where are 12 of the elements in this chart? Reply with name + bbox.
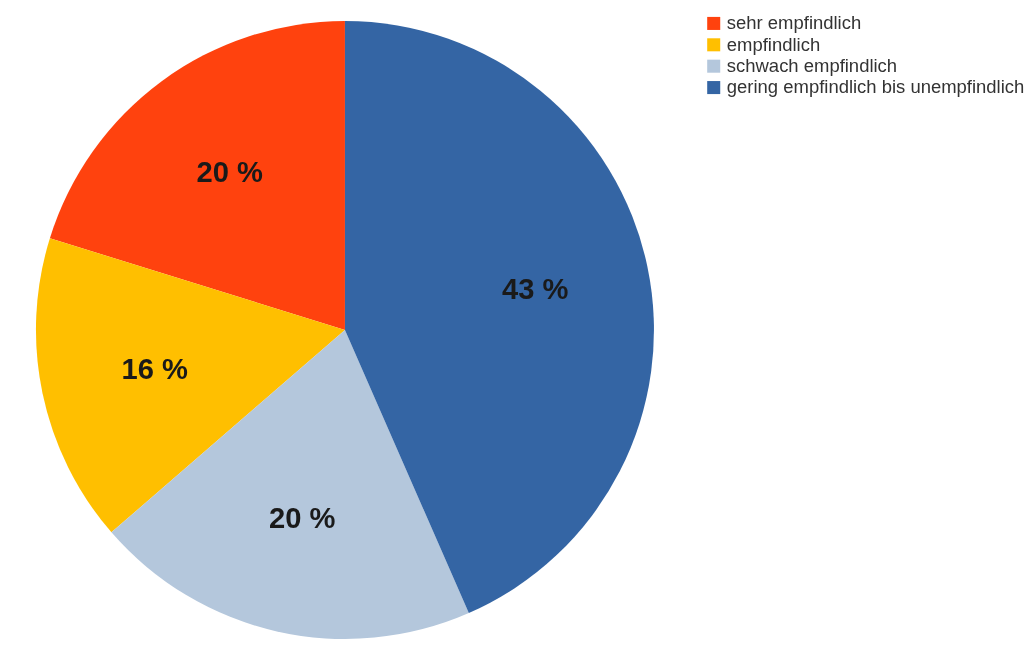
data-label: 16 % [121, 352, 189, 385]
legend-label: schwach empfindlich [726, 55, 898, 77]
pie-slice [344, 21, 654, 614]
legend-label: gering empfindlich bis unempfindlich [726, 76, 1025, 98]
data-label: 20 % [268, 502, 336, 535]
data-label: 20 % [196, 156, 264, 189]
legend-label: empfindlich [726, 33, 821, 55]
data-label: 43 % [501, 272, 569, 305]
pie-slice [111, 330, 469, 639]
legend-label: sehr empfindlich [726, 12, 862, 34]
pie-slice [36, 238, 345, 533]
pie-slice [49, 21, 345, 330]
